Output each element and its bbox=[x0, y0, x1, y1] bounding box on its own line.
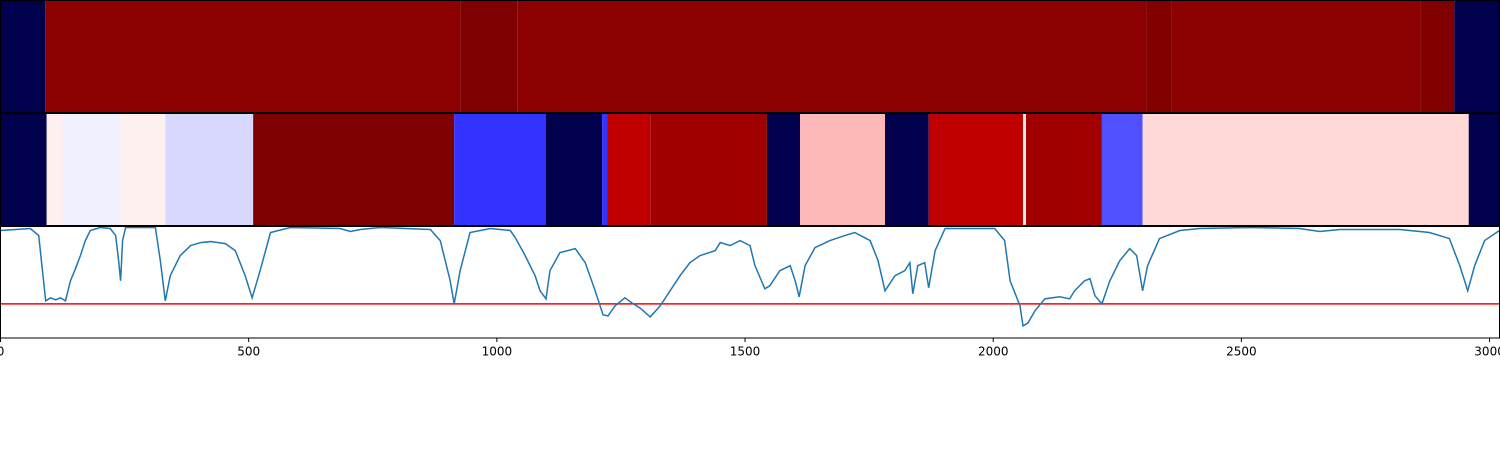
heat-segment bbox=[1454, 0, 1500, 113]
heat-segment bbox=[1142, 113, 1469, 226]
heat-segment bbox=[62, 113, 121, 226]
heat-segment bbox=[1146, 0, 1172, 113]
x-tick-label: 500 bbox=[237, 345, 260, 359]
heat-segment bbox=[45, 0, 461, 113]
heat-segment bbox=[885, 113, 929, 226]
x-tick-label: 2000 bbox=[978, 345, 1009, 359]
heat-segment bbox=[165, 113, 254, 226]
heat-segment bbox=[1468, 113, 1500, 226]
heat-segment bbox=[46, 113, 63, 226]
heat-segment bbox=[1022, 113, 1026, 226]
heat-segment bbox=[0, 113, 47, 226]
heat-segment bbox=[1420, 0, 1455, 113]
heat-segment bbox=[928, 113, 1023, 226]
heat-segment bbox=[1025, 113, 1102, 226]
heat-segment bbox=[766, 113, 801, 226]
heat-segment bbox=[253, 113, 455, 226]
heat-segment bbox=[460, 0, 518, 113]
heat-segment bbox=[602, 113, 608, 226]
heat-segment bbox=[454, 113, 546, 226]
heat-segment bbox=[1171, 0, 1421, 113]
heat-segment bbox=[517, 0, 1147, 113]
heat-segment bbox=[607, 113, 651, 226]
x-tick-label: 1500 bbox=[730, 345, 761, 359]
heat-segment bbox=[650, 113, 767, 226]
x-tick-label: 1000 bbox=[482, 345, 513, 359]
heat-segment bbox=[0, 0, 46, 113]
x-tick-label: 3000 bbox=[1474, 345, 1500, 359]
line-series bbox=[0, 226, 1500, 328]
heat-segment bbox=[1101, 113, 1143, 226]
x-tick-label: 0 bbox=[0, 345, 4, 359]
heat-segment bbox=[800, 113, 886, 226]
x-tick-label: 2500 bbox=[1226, 345, 1257, 359]
heat-segment bbox=[545, 113, 603, 226]
heat-segment bbox=[120, 113, 166, 226]
